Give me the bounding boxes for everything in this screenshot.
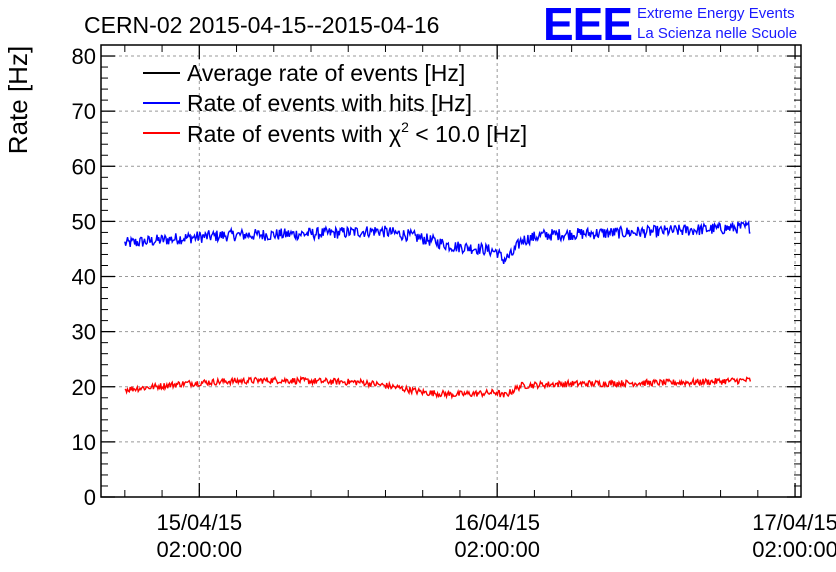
- chart-title: CERN-02 2015-04-15--2015-04-16: [84, 12, 439, 38]
- x-tick-label-date: 17/04/15: [752, 510, 836, 535]
- legend-chi2-prefix: Rate of events with: [187, 121, 389, 147]
- legend-label-hits: Rate of events with hits [Hz]: [187, 90, 472, 116]
- eee-logo: EEE Extreme Energy Events La Scienza nel…: [543, 0, 797, 50]
- logo-line-2: La Scienza nelle Scuole: [637, 25, 797, 42]
- y-tick-label: 20: [72, 375, 96, 400]
- grid: [101, 45, 801, 497]
- plot-frame: [100, 44, 802, 498]
- y-tick-label: 40: [72, 265, 96, 290]
- logo-mark: EEE: [543, 0, 632, 50]
- legend-label-average: Average rate of events [Hz]: [187, 60, 465, 86]
- series-line-hits: [124, 219, 751, 265]
- legend-chi2-sup: 2: [401, 119, 409, 135]
- legend-chi2-suffix: < 10.0 [Hz]: [409, 121, 527, 147]
- x-tick-label-date: 16/04/15: [454, 510, 540, 535]
- legend: Average rate of events [Hz] Rate of even…: [143, 60, 527, 147]
- y-tick-label: 80: [72, 44, 96, 69]
- legend-label-chi2: Rate of events with χ2 < 10.0 [Hz]: [187, 119, 527, 147]
- y-tick-label: 60: [72, 154, 96, 179]
- y-tick-label: 50: [72, 209, 96, 234]
- series-line-chi2: [124, 375, 752, 400]
- y-tick-label: 0: [84, 485, 96, 510]
- legend-chi2-symbol: χ: [389, 121, 401, 147]
- x-tick-label-time: 02:00:00: [156, 537, 242, 562]
- x-tick-label-date: 15/04/15: [156, 510, 242, 535]
- y-tick-label: 30: [72, 320, 96, 345]
- y-tick-label: 70: [72, 99, 96, 124]
- axes: 0102030405060708015/04/1502:00:0016/04/1…: [72, 44, 836, 562]
- logo-line-1: Extreme Energy Events: [637, 5, 795, 22]
- y-tick-label: 10: [72, 430, 96, 455]
- series-layer: [124, 219, 752, 400]
- x-tick-label-time: 02:00:00: [752, 537, 836, 562]
- y-axis-label: Rate [Hz]: [3, 46, 33, 154]
- x-tick-label-time: 02:00:00: [454, 537, 540, 562]
